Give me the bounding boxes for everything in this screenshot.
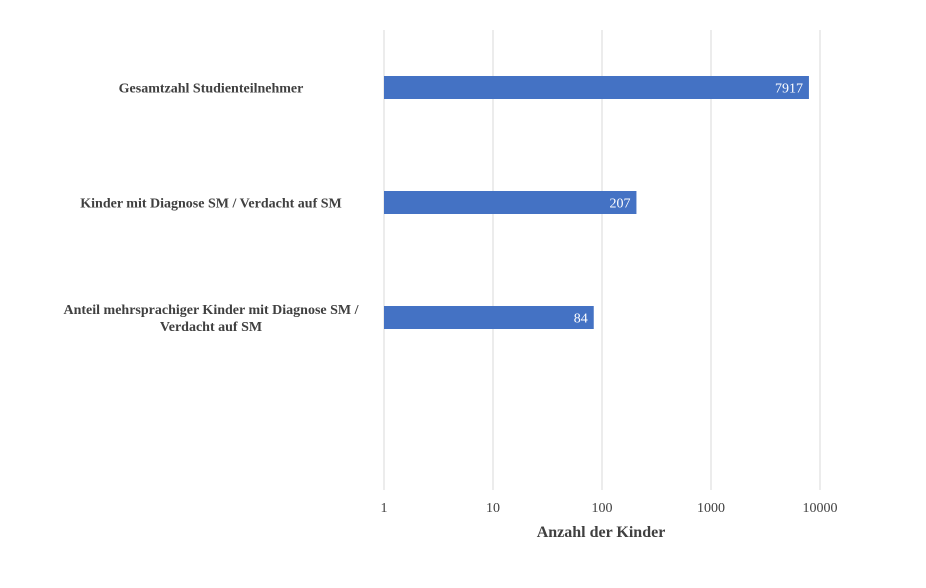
category-label: Anteil mehrsprachiger Kinder mit Diagnos… xyxy=(63,303,359,335)
bar xyxy=(384,76,809,99)
data-label: 84 xyxy=(574,312,588,327)
category-labels: Gesamtzahl Studienteilnehmer Kinder mit D… xyxy=(63,82,359,336)
data-label: 7917 xyxy=(775,82,803,97)
x-tick-label: 10 xyxy=(486,501,500,516)
x-tick-label: 1000 xyxy=(697,501,725,516)
gridlines xyxy=(383,30,821,490)
data-labels: 7917 207 84 xyxy=(574,82,803,327)
bar xyxy=(384,191,637,214)
x-axis-title: Anzahl der Kinder xyxy=(537,524,666,541)
bars xyxy=(384,76,809,329)
data-label: 207 xyxy=(609,197,630,212)
x-tick-label: 1 xyxy=(381,501,388,516)
x-tick-label: 100 xyxy=(592,501,613,516)
category-label: Kinder mit Diagnose SM / Verdacht auf SM xyxy=(80,197,341,212)
x-tick-labels: 1 10 100 1000 10000 xyxy=(381,501,838,516)
bar xyxy=(384,306,594,329)
x-tick-label: 10000 xyxy=(803,501,838,516)
category-label: Gesamtzahl Studienteilnehmer xyxy=(119,82,304,97)
